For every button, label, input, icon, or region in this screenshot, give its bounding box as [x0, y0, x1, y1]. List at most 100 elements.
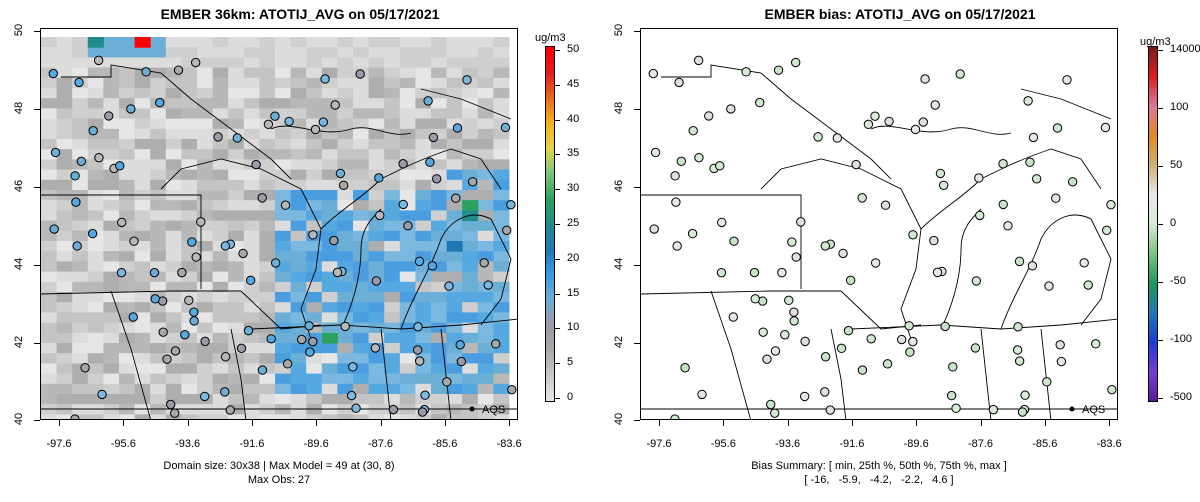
- colorbar-tick-mark: [555, 398, 560, 399]
- model-grid-cell: [477, 251, 494, 262]
- model-grid-cell: [431, 332, 448, 344]
- model-grid-cell: [134, 159, 151, 171]
- model-grid-cell: [477, 37, 494, 48]
- model-grid-cell: [212, 373, 229, 385]
- model-grid-cell: [41, 373, 58, 385]
- model-grid-cell: [56, 179, 73, 191]
- model-grid-cell: [306, 139, 323, 150]
- model-grid-cell: [446, 312, 463, 324]
- model-grid-cell: [165, 77, 182, 89]
- model-grid-cell: [477, 363, 494, 375]
- aqs-site-marker: [266, 334, 276, 344]
- model-grid-cell: [306, 271, 323, 283]
- model-grid-cell: [290, 261, 307, 273]
- model-grid-cell: [306, 363, 323, 375]
- model-grid-cell: [290, 118, 307, 130]
- model-grid-cell: [134, 77, 151, 89]
- bias-site-marker: [758, 327, 768, 337]
- model-grid-cell: [477, 373, 494, 385]
- model-grid-cell: [384, 414, 401, 419]
- aqs-site-marker: [414, 256, 425, 267]
- model-grid-cell: [87, 404, 104, 415]
- model-grid-cell: [368, 149, 385, 160]
- colorbar-tick-label: 50: [1170, 159, 1183, 171]
- model-grid-cell: [290, 353, 307, 364]
- model-grid-cell: [384, 179, 401, 191]
- model-grid-cell: [134, 302, 151, 313]
- model-grid-cell: [134, 312, 151, 324]
- model-grid-cell: [493, 220, 510, 232]
- model-grid-cell: [87, 108, 104, 120]
- model-grid-cell: [290, 108, 307, 120]
- model-grid-cell: [493, 47, 510, 58]
- model-grid-cell: [56, 210, 73, 222]
- model-grid-cell: [446, 108, 463, 120]
- model-grid-cell: [197, 302, 214, 313]
- aqs-site-marker: [238, 248, 248, 259]
- model-grid-cell: [306, 159, 323, 171]
- model-grid-cell: [197, 271, 214, 283]
- aqs-site-marker: [87, 228, 98, 239]
- model-grid-cell: [306, 292, 323, 303]
- bias-site-marker: [777, 267, 787, 278]
- model-grid-cell: [72, 67, 89, 79]
- model-grid-cell: [119, 251, 136, 262]
- colorbar-tick-label: 10: [567, 321, 580, 334]
- model-grid-cell: [228, 159, 245, 171]
- model-grid-cell: [399, 261, 416, 273]
- model-grid-cell: [181, 322, 198, 334]
- model-grid-cell: [56, 98, 73, 109]
- model-grid-cell: [56, 383, 73, 395]
- x-tick-label: -95.6: [710, 438, 736, 450]
- model-grid-cell: [399, 343, 416, 354]
- x-tick-label: -93.6: [775, 438, 801, 450]
- model-grid-cell: [446, 332, 463, 344]
- model-grid-cell: [399, 241, 416, 252]
- model-grid-cell: [446, 128, 463, 140]
- model-grid-cell: [493, 261, 510, 273]
- model-grid-cell: [212, 67, 229, 79]
- model-grid-cell: [337, 414, 354, 419]
- model-grid-cell: [462, 67, 479, 79]
- model-grid-cell: [41, 383, 58, 395]
- bias-site-marker: [789, 316, 799, 326]
- model-grid-cell: [103, 128, 120, 140]
- model-grid-cell: [290, 322, 307, 334]
- model-grid-cell: [72, 139, 89, 150]
- model-grid-cell: [72, 353, 89, 364]
- bias-site-marker: [1020, 390, 1030, 400]
- aqs-site-marker: [462, 75, 472, 85]
- model-grid-cell: [103, 312, 120, 324]
- model-grid-cell: [431, 292, 448, 303]
- model-grid-cell: [368, 302, 385, 313]
- model-grid-cell: [415, 302, 432, 313]
- model-grid-cell: [87, 159, 104, 171]
- model-grid-cell: [181, 363, 198, 375]
- model-grid-cell: [212, 200, 229, 211]
- model-grid-cell: [306, 322, 323, 334]
- bias-map-plot: AQS: [640, 28, 1118, 420]
- model-grid-cell: [368, 332, 385, 344]
- x-tick-label: -83.6: [496, 438, 522, 450]
- model-grid-cell: [275, 312, 292, 324]
- model-grid-cell: [259, 414, 276, 419]
- model-grid-cell: [321, 383, 338, 395]
- model-grid-cell: [197, 169, 214, 181]
- model-grid-cell: [41, 292, 58, 303]
- model-grid-cell: [212, 322, 229, 334]
- model-grid-cell: [290, 98, 307, 109]
- model-grid-cell: [415, 312, 432, 324]
- model-grid-cell: [337, 271, 354, 283]
- model-grid-cell: [353, 37, 370, 48]
- model-grid-cell: [228, 383, 245, 395]
- model-grid-cell: [290, 404, 307, 415]
- model-grid-cell: [477, 149, 494, 160]
- model-grid-cell: [72, 179, 89, 191]
- model-grid-cell: [72, 332, 89, 344]
- model-grid-cell: [119, 292, 136, 303]
- bias-site-marker: [918, 117, 928, 127]
- model-grid-cell: [243, 179, 260, 191]
- model-grid-cell: [306, 77, 323, 89]
- bias-site-marker: [1067, 177, 1078, 187]
- model-grid-cell: [228, 139, 245, 150]
